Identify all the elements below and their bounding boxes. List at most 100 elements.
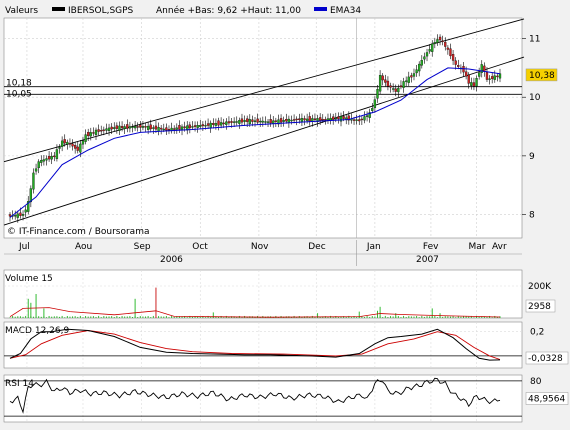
- candle-up: [81, 140, 85, 145]
- candle-up: [133, 126, 137, 129]
- credit-label: © IT-Finance.com / Boursorama: [7, 227, 149, 237]
- candle-down: [352, 119, 356, 121]
- candle-up: [24, 209, 27, 213]
- candle-up: [355, 119, 358, 121]
- candle-down: [386, 80, 390, 87]
- candle-up: [84, 134, 87, 142]
- candle-up: [282, 120, 285, 122]
- candle-down: [87, 131, 90, 137]
- candle-up: [66, 141, 69, 145]
- candle-down: [222, 122, 225, 125]
- candle-up: [89, 132, 92, 137]
- candle-up: [94, 129, 98, 135]
- rsi-panel: [3, 374, 523, 423]
- candle-down: [308, 116, 311, 122]
- candle-down: [173, 128, 176, 130]
- candle-up: [376, 89, 379, 99]
- candle-down: [410, 75, 413, 78]
- candle-down: [313, 118, 317, 121]
- candle-up: [232, 121, 236, 123]
- candle-down: [76, 146, 79, 151]
- volume-title: Volume 15: [5, 274, 53, 284]
- candle-down: [321, 119, 324, 121]
- candle-up: [113, 127, 116, 129]
- rsi-y-ticks: 80: [530, 377, 542, 387]
- candle-up: [259, 120, 262, 123]
- macd-y-tick-label: 0,2: [530, 328, 544, 338]
- candle-up: [118, 125, 121, 131]
- candle-up: [105, 128, 108, 131]
- candle-up: [60, 140, 64, 147]
- candle-down: [201, 124, 205, 127]
- channel-lower-line: [3, 56, 525, 226]
- candle-down: [451, 54, 455, 61]
- candle-up: [363, 116, 366, 121]
- candle-down: [485, 72, 489, 80]
- candle-up: [480, 64, 483, 73]
- candle-up: [287, 118, 291, 123]
- ema-legend-label: EMA34: [330, 6, 361, 16]
- candle-down: [472, 82, 476, 87]
- candle-down: [256, 118, 259, 123]
- volume-ma-line: [9, 307, 501, 318]
- candle-down: [154, 125, 158, 130]
- candle-up: [272, 120, 275, 124]
- price-last-value-badge: [525, 68, 558, 82]
- candle-down: [457, 65, 460, 67]
- candle-up: [55, 149, 59, 159]
- symbol-label: IBERSOL,SGPS: [68, 6, 134, 16]
- reference-label: 10,05: [6, 89, 32, 99]
- candle-up: [470, 82, 473, 86]
- candle-down: [438, 36, 442, 41]
- month-label: Oct: [192, 242, 208, 252]
- candle-down: [165, 127, 168, 131]
- candle-down: [71, 143, 74, 147]
- candle-up: [300, 118, 304, 123]
- price-y-tick-label: 11: [529, 35, 540, 45]
- volume-grid: [4, 270, 522, 318]
- candle-down: [449, 48, 452, 57]
- candle-down: [274, 120, 278, 122]
- candle-up: [433, 42, 436, 44]
- candle-up: [345, 117, 348, 120]
- candle-down: [212, 123, 215, 125]
- month-label: Fev: [423, 242, 439, 252]
- candle-up: [45, 158, 48, 161]
- candle-up: [214, 123, 218, 126]
- valeurs-label: Valeurs: [5, 6, 38, 16]
- candle-down: [399, 85, 403, 88]
- candle-up: [123, 126, 126, 129]
- price-last-value: 10,38: [525, 68, 558, 82]
- price-legend-swatch: [52, 7, 65, 11]
- macd-y-ticks: 0,2: [530, 328, 544, 338]
- candle-up: [42, 159, 46, 162]
- candle-down: [183, 126, 186, 129]
- candle-up: [428, 49, 431, 52]
- candle-up: [391, 88, 395, 90]
- candle-down: [167, 129, 171, 131]
- candle-down: [47, 156, 51, 160]
- volume-last-value-text: 2958: [528, 302, 551, 312]
- candle-down: [332, 116, 335, 120]
- candle-down: [303, 118, 306, 121]
- candle-up: [180, 126, 184, 131]
- price-panel: [3, 17, 523, 239]
- candle-down: [115, 125, 119, 129]
- candle-up: [373, 99, 377, 109]
- candle-up: [436, 39, 439, 43]
- month-label: Aou: [75, 242, 92, 252]
- candle-down: [491, 76, 494, 79]
- candle-down: [441, 40, 444, 42]
- candle-up: [290, 119, 293, 122]
- candle-down: [230, 121, 233, 123]
- candle-up: [128, 126, 132, 129]
- candle-down: [217, 120, 220, 126]
- reference-label: 10,18: [6, 79, 32, 89]
- candle-down: [100, 130, 103, 132]
- candle-down: [206, 123, 210, 126]
- candle-down: [446, 47, 450, 50]
- candle-down: [188, 124, 191, 129]
- candle-down: [144, 126, 147, 128]
- candle-up: [32, 172, 35, 190]
